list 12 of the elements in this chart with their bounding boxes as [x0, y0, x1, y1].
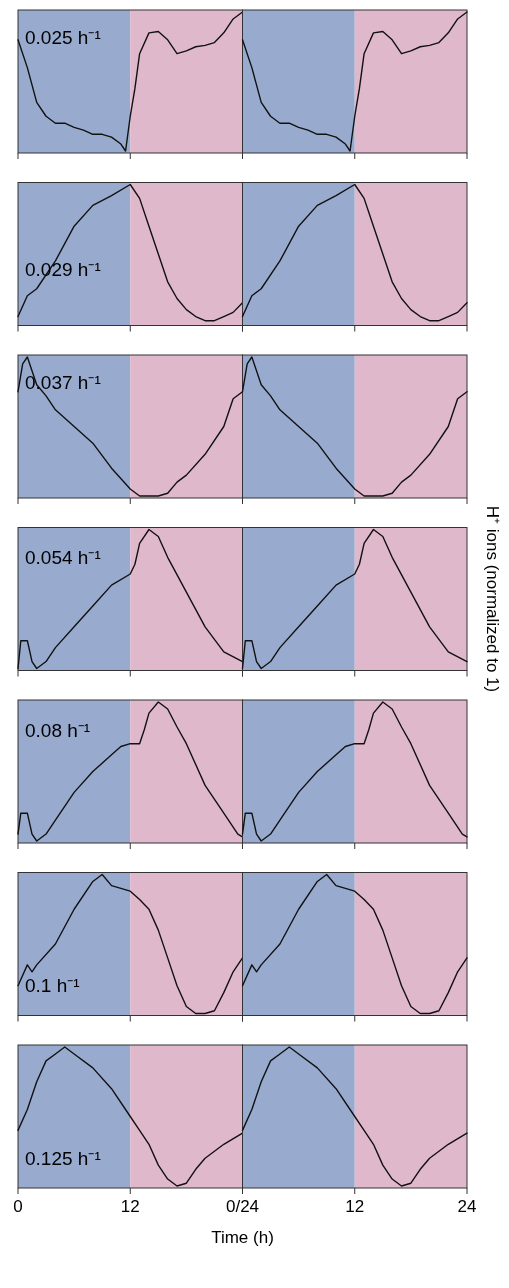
x-tick-label: 0/24 — [225, 1197, 260, 1216]
annotation: 0.054 h⁻¹ — [25, 547, 101, 569]
x-axis-title: Time (h) — [211, 1228, 274, 1247]
annotation: 0.125 h⁻¹ — [25, 1147, 101, 1169]
x-tick-label: 0 — [13, 1197, 23, 1216]
x-tick-label: 12 — [120, 1197, 140, 1216]
annotation: 0.025 h⁻¹ — [25, 26, 101, 48]
x-tick-label: 24 — [457, 1197, 477, 1216]
x-tick-label: 12 — [345, 1197, 365, 1216]
annotation: 0.08 h⁻¹ — [25, 719, 91, 741]
annotation: 0.1 h⁻¹ — [25, 975, 80, 997]
y-axis-title: H⁺ ions (normalized to 1) — [483, 505, 502, 693]
